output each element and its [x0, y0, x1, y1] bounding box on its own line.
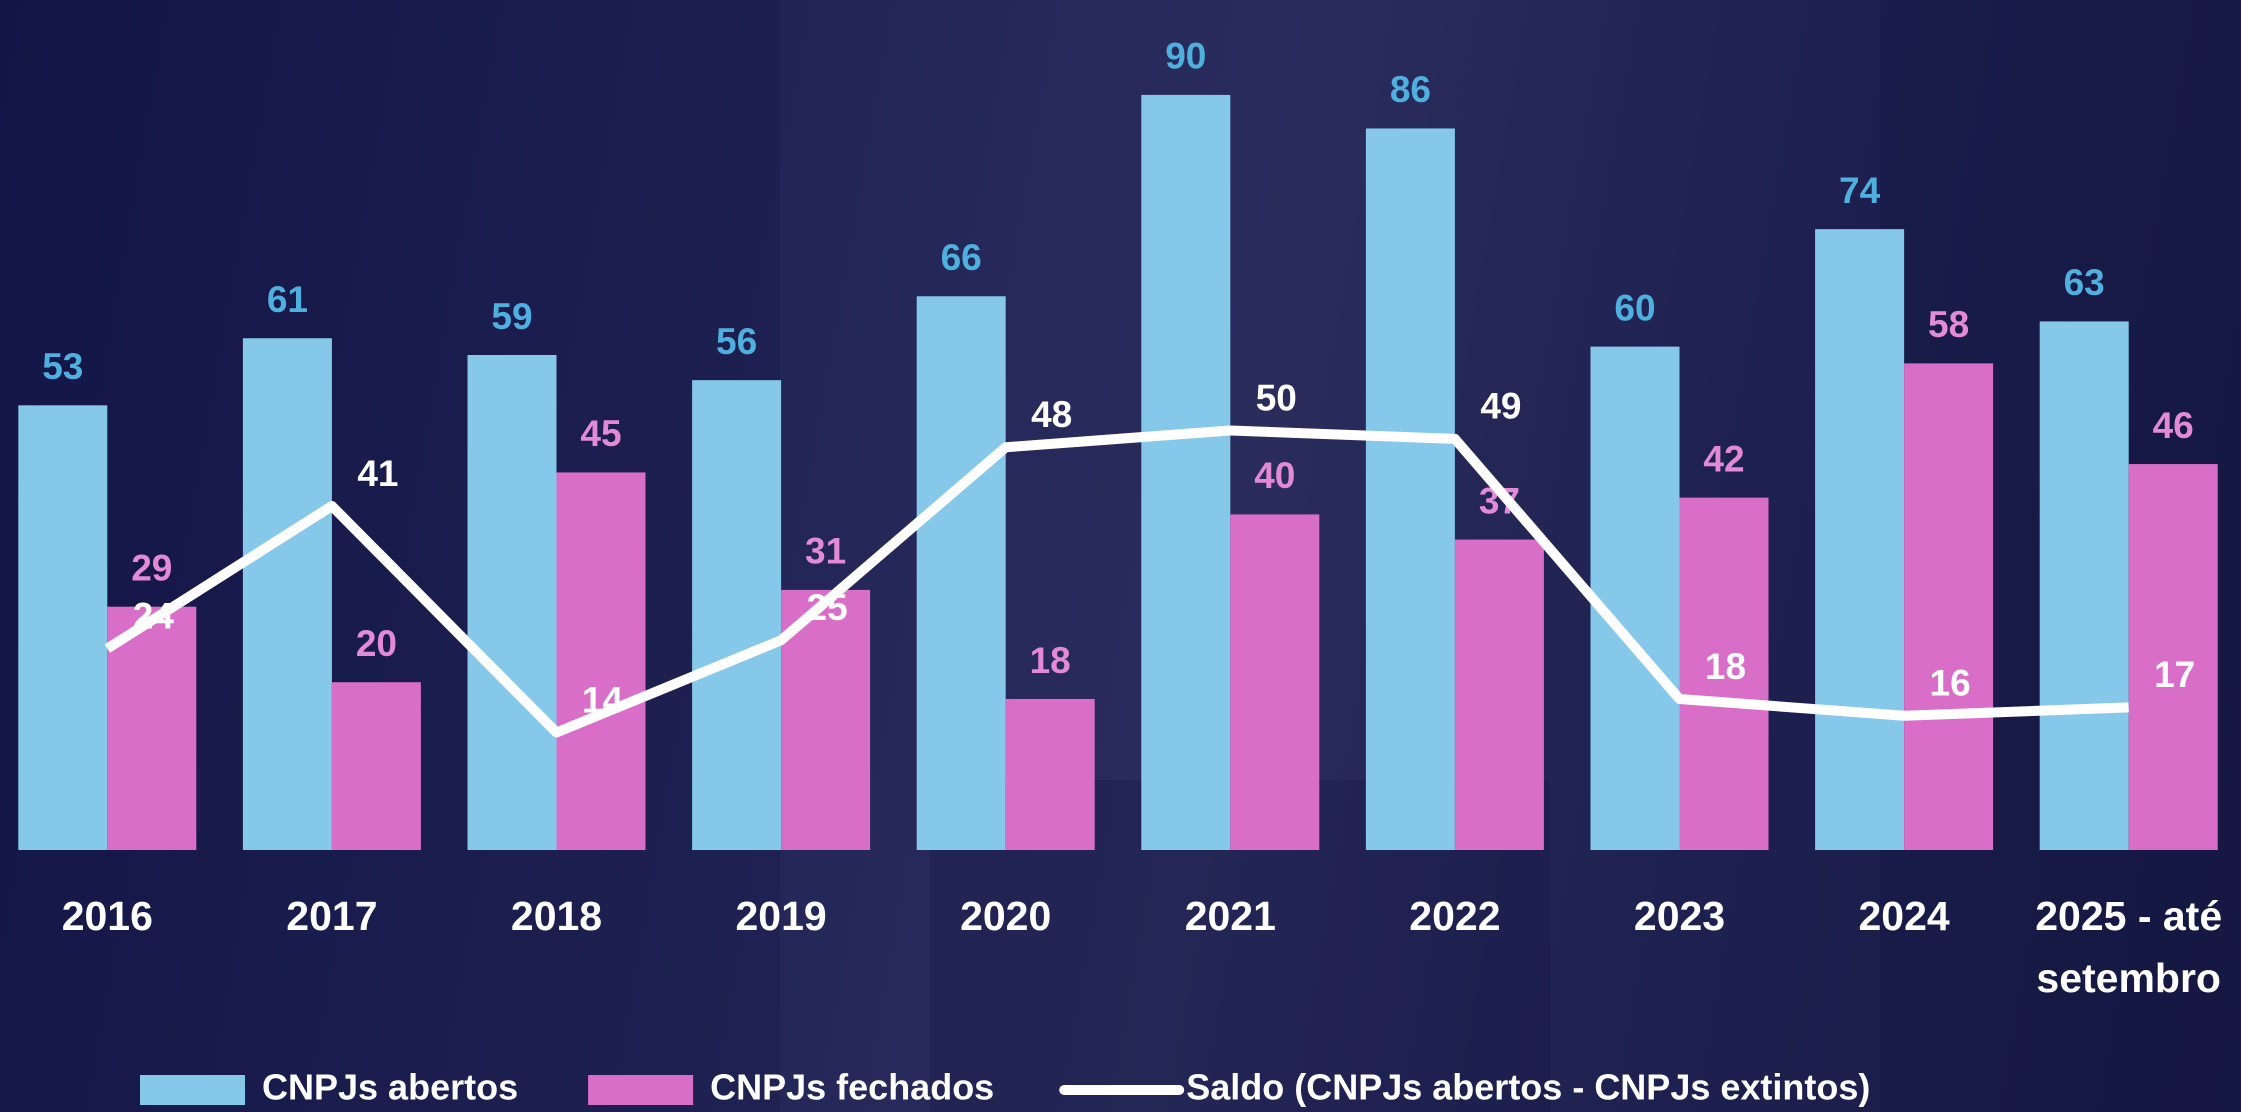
- bar: [1815, 229, 1904, 850]
- value-label: 66: [941, 237, 982, 278]
- bar: [468, 355, 557, 850]
- value-label: 53: [42, 346, 83, 387]
- value-label: 58: [1928, 304, 1969, 345]
- bar: [1455, 540, 1544, 850]
- legend-label: CNPJs abertos: [262, 1067, 518, 1108]
- bar: [1006, 699, 1095, 850]
- line-value-label: 18: [1705, 646, 1746, 687]
- line-value-label: 25: [807, 587, 848, 628]
- bar: [1230, 514, 1319, 850]
- line-value-label: 16: [1930, 663, 1971, 704]
- x-tick-label: 2017: [227, 885, 437, 947]
- value-label: 46: [2153, 405, 2194, 446]
- bar: [18, 405, 107, 850]
- legend-swatch: [140, 1075, 245, 1105]
- bar: [1366, 128, 1455, 850]
- legend-swatch: [588, 1075, 693, 1105]
- bar: [1141, 95, 1230, 850]
- x-tick-label: 2024: [1799, 885, 2009, 947]
- value-label: 61: [267, 279, 308, 320]
- bar: [692, 380, 781, 850]
- bar: [332, 682, 421, 850]
- value-label: 18: [1030, 640, 1071, 681]
- value-label: 45: [580, 413, 621, 454]
- bar: [2040, 321, 2129, 850]
- value-label: 63: [2064, 262, 2105, 303]
- bar: [1591, 347, 1680, 850]
- x-tick-label: 2020: [901, 885, 1111, 947]
- chart-page: 5361595666908660746329204531184037425846…: [0, 0, 2241, 1112]
- line-value-label: 14: [582, 679, 624, 720]
- x-tick-label: 2021: [1125, 885, 1335, 947]
- x-tick-label: 2016: [2, 885, 212, 947]
- legend-label: Saldo (CNPJs abertos - CNPJs extintos): [1186, 1067, 1870, 1108]
- value-label: 56: [716, 321, 757, 362]
- line-value-label: 50: [1256, 377, 1297, 418]
- x-tick-label: 2025 - até setembro: [2024, 885, 2234, 1009]
- x-tick-label: 2022: [1350, 885, 1560, 947]
- value-label: 90: [1165, 36, 1206, 77]
- x-tick-label: 2019: [676, 885, 886, 947]
- value-label: 31: [805, 531, 846, 572]
- value-label: 20: [356, 623, 397, 664]
- value-label: 59: [491, 296, 532, 337]
- legend-label: CNPJs fechados: [710, 1067, 994, 1108]
- bar: [917, 296, 1006, 850]
- value-label: 86: [1390, 69, 1431, 110]
- value-label: 42: [1703, 438, 1744, 479]
- bar: [243, 338, 332, 850]
- value-label: 74: [1839, 170, 1881, 211]
- x-tick-label: 2023: [1575, 885, 1785, 947]
- line-value-label: 48: [1031, 394, 1072, 435]
- line-value-label: 49: [1480, 386, 1521, 427]
- value-label: 29: [131, 547, 172, 588]
- x-tick-label: 2018: [452, 885, 662, 947]
- value-label: 40: [1254, 455, 1295, 496]
- line-value-label: 17: [2154, 654, 2195, 695]
- bar: [557, 472, 646, 850]
- line-value-label: 41: [357, 453, 398, 494]
- value-label: 60: [1614, 287, 1655, 328]
- bar: [1904, 363, 1993, 850]
- line-value-label: 24: [133, 595, 175, 636]
